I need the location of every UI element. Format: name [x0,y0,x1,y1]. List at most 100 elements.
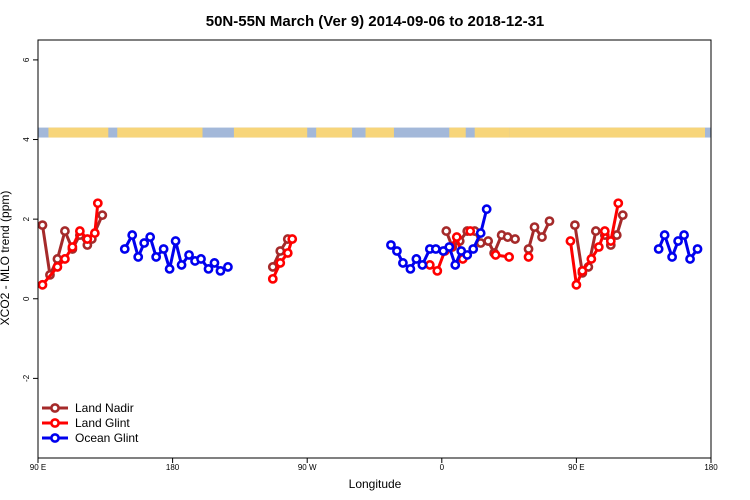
series-ocean-glint [119,204,703,276]
data-point [475,228,486,238]
data-point [537,232,547,242]
data-point [287,234,298,244]
land-band-segment [48,127,109,138]
data-point [151,252,162,262]
data-point [441,226,452,236]
data-point [417,260,428,270]
legend-label: Land Nadir [75,401,134,415]
data-point [52,262,63,272]
y-tick-label: 4 [22,137,31,142]
data-point [481,204,492,215]
data-point [52,254,63,264]
land-band-segment [316,127,353,138]
data-point [565,236,576,246]
data-point [544,216,555,227]
data-point [430,244,441,254]
land-ocean-band [38,127,711,138]
legend-label: Ocean Glint [75,431,139,445]
data-point [504,252,514,262]
x-tick-label: 180 [166,463,180,472]
x-axis-label: Longitude [349,477,402,491]
data-point [613,198,624,209]
land-band-segment [233,127,308,138]
data-point [571,279,582,290]
data-point [60,254,70,264]
y-tick-label: 6 [22,57,31,62]
data-point [176,260,187,270]
data-point [37,279,48,290]
data-point [164,264,175,274]
legend-swatch-marker [50,403,60,413]
data-point [119,244,130,254]
data-point [203,264,214,274]
data-point [462,250,473,260]
data-point [145,232,156,242]
data-point [60,226,70,236]
series-land-glint [37,198,624,290]
data-point [139,238,150,248]
data-point [451,232,462,242]
data-point [590,226,601,236]
data-point [267,273,278,284]
data-point [223,262,233,272]
data-point [605,236,616,246]
data-point [37,220,48,231]
data-point [586,254,597,264]
x-tick-label: 90 E [568,463,584,472]
data-point [450,260,461,270]
legend-item: Land Nadir [42,401,134,415]
data-point [275,258,286,268]
data-point [653,244,664,254]
data-point [685,254,695,264]
legend-label: Land Glint [75,416,130,430]
data-point [599,226,610,236]
data-point [570,220,580,231]
land-band-segment [474,127,510,138]
land-band-segment [117,127,203,138]
legend-swatch-marker [50,418,60,428]
data-point [386,240,396,250]
data-point [74,226,85,236]
data-point [196,254,206,264]
plot-frame [37,39,712,459]
data-point [97,210,108,221]
data-point [468,244,479,254]
data-point [424,260,435,270]
legend-item: Ocean Glint [42,431,139,445]
data-point [92,198,103,209]
x-axis-ticks: 90 E 180 90 W 0 90 E 180 [30,458,718,472]
data-point [411,254,422,264]
x-tick-label: 90 E [30,463,46,472]
legend-item: Land Glint [42,416,130,430]
x-tick-label: 90 W [298,463,317,472]
data-point [692,244,703,254]
data-point [667,252,678,262]
plot-series [37,198,703,290]
data-point [127,230,138,240]
chart-title: 50N-55N March (Ver 9) 2014-09-06 to 2018… [206,13,545,30]
legend-swatch-marker [50,433,60,443]
data-point [673,236,683,246]
data-point [89,228,100,238]
data-point [392,246,402,256]
data-point [593,242,604,252]
data-point [483,236,494,246]
data-point [215,265,226,276]
data-point [82,234,93,244]
data-point [523,252,534,262]
data-point [577,265,588,276]
data-point [133,252,144,262]
x-tick-label: 0 [440,463,445,472]
data-point [184,250,194,260]
data-point [275,246,286,256]
y-tick-label: 0 [22,296,31,301]
data-point [510,234,520,244]
data-point [490,250,501,260]
series-line [271,238,294,280]
data-point [465,226,476,236]
data-point [617,210,628,221]
y-tick-label: 2 [22,216,31,221]
y-axis-ticks: -2 0 2 4 6 [22,57,38,382]
